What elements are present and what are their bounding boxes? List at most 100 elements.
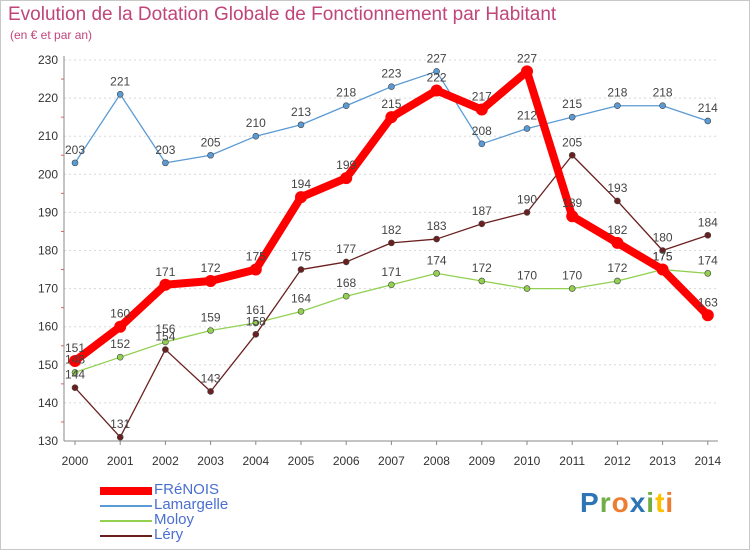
point-fr-nois-2013 <box>656 263 669 276</box>
data-label-fr-nois-2014: 163 <box>698 295 718 309</box>
data-label-fr-nois-2004: 175 <box>246 250 266 264</box>
legend-label-lamargelle: Lamargelle <box>154 496 229 513</box>
x-tick-label-2010: 2010 <box>514 454 541 468</box>
y-tick-label-160: 160 <box>38 320 58 334</box>
point-fr-nois-2014 <box>701 309 714 322</box>
data-label-lamargelle-2005: 213 <box>291 105 311 119</box>
point-l-ry-2007 <box>388 239 395 247</box>
data-label-fr-nois-2001: 160 <box>110 307 130 321</box>
point-lamargelle-2000 <box>71 159 79 167</box>
data-label-fr-nois-2010: 227 <box>517 51 537 65</box>
point-lamargelle-2014 <box>704 117 712 125</box>
point-fr-nois-2008 <box>430 84 443 97</box>
y-tick-label-200: 200 <box>38 167 58 181</box>
grid <box>64 59 718 442</box>
x-tick-label-2008: 2008 <box>423 454 450 468</box>
x-tick-label-2006: 2006 <box>333 454 360 468</box>
point-fr-nois-2010 <box>521 65 533 78</box>
point-moloy-2011 <box>568 285 576 292</box>
legend-label-lery: Léry <box>154 526 184 543</box>
data-label-moloy-2001: 152 <box>110 337 130 351</box>
data-label-lamargelle-2008: 227 <box>427 51 447 65</box>
data-label-moloy-2003: 159 <box>201 311 221 325</box>
point-lamargelle-2003 <box>207 151 214 159</box>
point-moloy-2003 <box>207 327 214 334</box>
data-label-fr-nois-2000: 151 <box>65 341 85 355</box>
data-label-l-ry-2007: 182 <box>381 223 401 237</box>
point-lamargelle-2010 <box>523 125 531 132</box>
data-label-fr-nois-2013: 175 <box>653 250 673 264</box>
point-moloy-2006 <box>342 292 350 300</box>
data-label-fr-nois-2012: 182 <box>607 223 627 237</box>
point-lamargelle-2004 <box>252 132 260 140</box>
y-tick-label-180: 180 <box>38 244 58 258</box>
point-l-ry-2014 <box>704 231 712 239</box>
data-label-moloy-2000: 148 <box>65 352 85 366</box>
legend-swatch-frenois <box>100 487 152 495</box>
point-l-ry-2001 <box>116 433 124 441</box>
logo-letter: i <box>665 487 675 518</box>
point-moloy-2001 <box>116 353 124 361</box>
data-label-lamargelle-2007: 223 <box>381 67 401 81</box>
point-fr-nois-2005 <box>295 191 307 204</box>
data-label-fr-nois-2006: 199 <box>336 158 356 172</box>
data-label-fr-nois-2005: 194 <box>291 177 311 191</box>
data-label-l-ry-2010: 190 <box>517 192 537 206</box>
point-lamargelle-2012 <box>614 102 621 110</box>
point-moloy-2000 <box>71 369 79 376</box>
point-lamargelle-2006 <box>342 102 350 110</box>
point-lamargelle-2011 <box>568 113 576 121</box>
data-label-moloy-2007: 171 <box>381 265 401 279</box>
data-label-fr-nois-2003: 172 <box>201 261 221 275</box>
y-tick-label-220: 220 <box>38 91 58 105</box>
point-fr-nois-2003 <box>204 274 217 287</box>
point-lamargelle-2001 <box>116 90 124 98</box>
logo-letter: x <box>629 487 647 518</box>
point-l-ry-2002 <box>162 346 169 353</box>
x-tick-label-2009: 2009 <box>468 454 495 468</box>
point-lamargelle-2007 <box>388 83 395 90</box>
x-tick-label-2007: 2007 <box>378 454 405 468</box>
data-label-moloy-2008: 174 <box>427 253 447 267</box>
y-tick-label-140: 140 <box>38 396 58 410</box>
data-label-moloy-2014: 174 <box>698 253 718 267</box>
data-label-l-ry-2006: 177 <box>336 242 356 256</box>
x-tick-label-2011: 2011 <box>559 454 585 468</box>
logo-letter: r <box>599 487 612 518</box>
legend-swatch-lamargelle <box>100 505 152 507</box>
data-label-moloy-2005: 164 <box>291 291 311 305</box>
data-label-l-ry-2008: 183 <box>427 219 447 233</box>
legend-swatch-lery <box>100 535 152 537</box>
point-moloy-2005 <box>297 308 305 315</box>
data-label-lamargelle-2014: 214 <box>698 101 718 115</box>
data-label-lamargelle-2006: 218 <box>336 86 356 100</box>
data-label-lamargelle-2001: 221 <box>110 74 130 88</box>
y-tick-label-230: 230 <box>38 53 58 67</box>
x-tick-label-2004: 2004 <box>242 454 269 468</box>
point-lamargelle-2005 <box>297 121 305 129</box>
legend-swatch-moloy <box>100 520 152 522</box>
data-label-l-ry-2014: 184 <box>698 215 718 229</box>
data-label-moloy-2011: 170 <box>562 269 582 283</box>
point-lamargelle-2009 <box>478 140 486 148</box>
y-tick-label-190: 190 <box>38 205 58 219</box>
data-labels: 203 221 203 205 210 213 218 223 227 208 212 215 218 2… <box>65 51 718 431</box>
x-tick-label-2000: 2000 <box>62 454 89 468</box>
data-label-fr-nois-2009: 217 <box>472 90 492 104</box>
data-label-lamargelle-2000: 203 <box>65 143 85 157</box>
data-label-l-ry-2002: 154 <box>155 330 175 344</box>
data-label-lamargelle-2002: 203 <box>155 143 175 157</box>
data-label-lamargelle-2011: 215 <box>562 97 582 111</box>
logo-letter: o <box>611 487 630 518</box>
data-label-lamargelle-2003: 205 <box>201 135 221 149</box>
legend-label-frenois: FRéNOIS <box>154 481 220 498</box>
point-fr-nois-2009 <box>475 103 488 116</box>
point-l-ry-2006 <box>342 258 350 266</box>
point-moloy-2008 <box>433 270 440 277</box>
point-l-ry-2000 <box>71 384 79 391</box>
point-lamargelle-2008 <box>433 68 440 75</box>
data-label-lamargelle-2012: 218 <box>607 86 627 100</box>
data-label-lamargelle-2004: 210 <box>246 116 266 130</box>
logo-letter: i <box>646 487 656 518</box>
